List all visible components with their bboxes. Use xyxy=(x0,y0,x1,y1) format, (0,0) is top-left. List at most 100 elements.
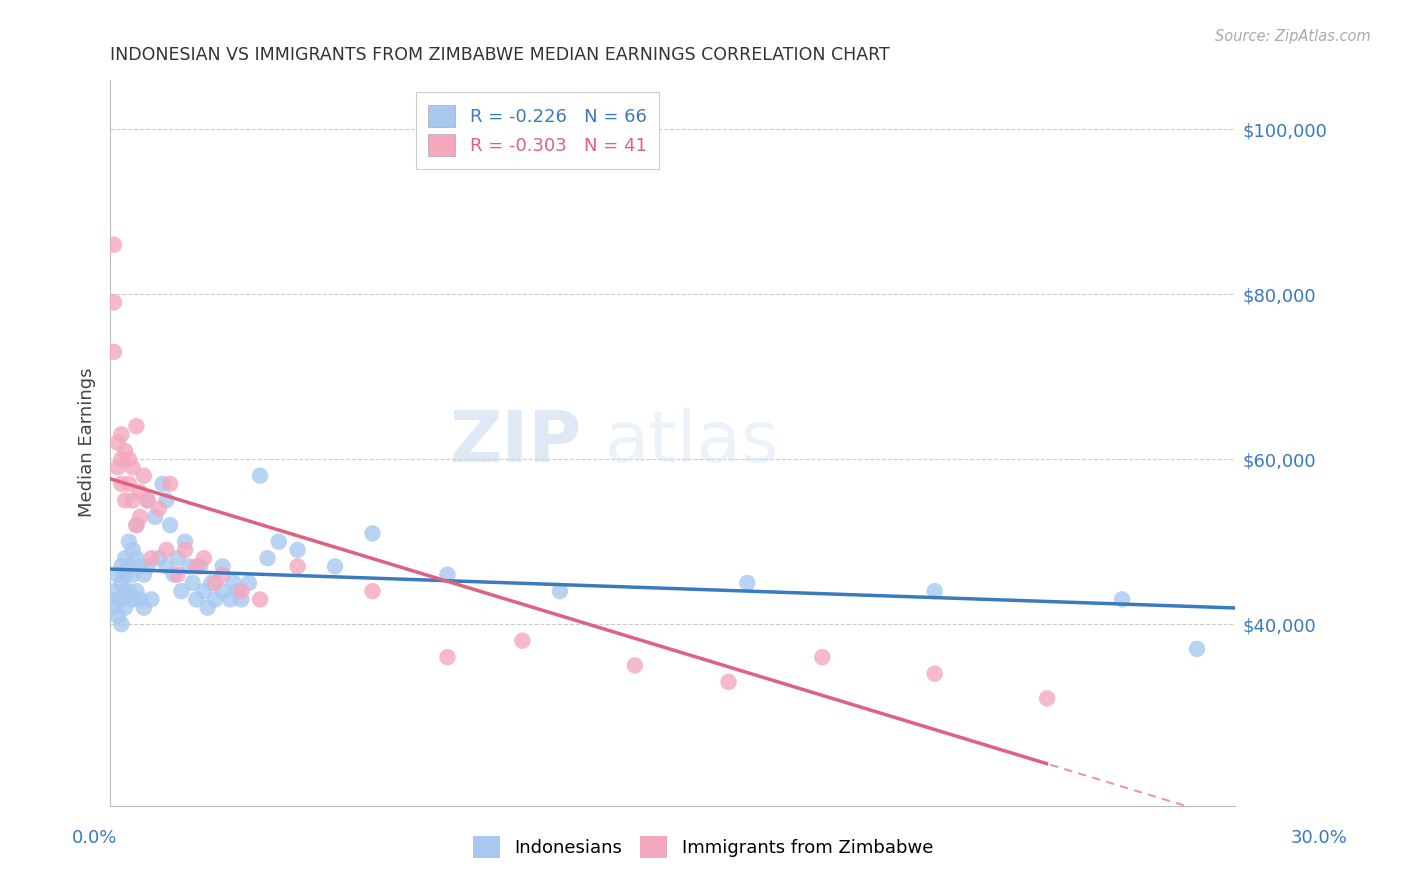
Point xyxy=(114,600,136,615)
Point xyxy=(125,518,148,533)
Point xyxy=(287,542,309,557)
Point xyxy=(159,518,181,533)
Point xyxy=(624,658,647,673)
Point xyxy=(155,542,177,557)
Point xyxy=(103,237,125,252)
Point xyxy=(118,584,141,599)
Point xyxy=(204,575,226,590)
Point xyxy=(737,575,759,590)
Point xyxy=(125,518,148,533)
Point xyxy=(141,551,163,566)
Point xyxy=(256,551,278,566)
Point xyxy=(110,617,132,632)
Point xyxy=(170,584,193,599)
Point xyxy=(287,559,309,574)
Legend: R = -0.226   N = 66, R = -0.303   N = 41: R = -0.226 N = 66, R = -0.303 N = 41 xyxy=(416,93,659,169)
Point xyxy=(1036,691,1059,706)
Point xyxy=(148,501,170,516)
Point xyxy=(924,584,946,599)
Point xyxy=(323,559,346,574)
Point xyxy=(107,608,129,623)
Point xyxy=(188,559,211,574)
Point xyxy=(238,575,260,590)
Point xyxy=(129,592,152,607)
Point xyxy=(110,575,132,590)
Point xyxy=(361,584,384,599)
Point xyxy=(114,551,136,566)
Point xyxy=(226,584,249,599)
Point xyxy=(267,534,290,549)
Point xyxy=(129,559,152,574)
Point xyxy=(155,493,177,508)
Point xyxy=(1185,641,1208,656)
Point xyxy=(125,551,148,566)
Point xyxy=(103,295,125,310)
Point xyxy=(193,584,215,599)
Point xyxy=(181,575,204,590)
Point xyxy=(132,600,155,615)
Point xyxy=(155,559,177,574)
Point xyxy=(118,559,141,574)
Point xyxy=(186,559,208,574)
Point xyxy=(166,567,188,582)
Point xyxy=(174,534,197,549)
Point xyxy=(924,666,946,681)
Point xyxy=(200,575,222,590)
Point xyxy=(811,650,834,665)
Point xyxy=(121,542,143,557)
Point xyxy=(219,592,242,607)
Point xyxy=(118,452,141,467)
Point xyxy=(110,427,132,442)
Point xyxy=(107,592,129,607)
Point xyxy=(110,559,132,574)
Point xyxy=(136,493,159,508)
Legend: Indonesians, Immigrants from Zimbabwe: Indonesians, Immigrants from Zimbabwe xyxy=(464,827,942,867)
Point xyxy=(103,345,125,359)
Point xyxy=(231,592,253,607)
Text: atlas: atlas xyxy=(605,409,779,477)
Point xyxy=(166,551,188,566)
Point xyxy=(186,592,208,607)
Point xyxy=(107,435,129,450)
Point xyxy=(197,600,219,615)
Point xyxy=(222,575,245,590)
Point xyxy=(436,567,458,582)
Point xyxy=(249,592,271,607)
Point xyxy=(114,493,136,508)
Point xyxy=(114,443,136,458)
Point xyxy=(121,493,143,508)
Point xyxy=(110,592,132,607)
Point xyxy=(152,476,174,491)
Point xyxy=(121,567,143,582)
Point xyxy=(231,584,253,599)
Point xyxy=(118,476,141,491)
Point xyxy=(110,452,132,467)
Point xyxy=(136,559,159,574)
Point xyxy=(512,633,534,648)
Point xyxy=(211,567,233,582)
Point xyxy=(249,468,271,483)
Point xyxy=(107,460,129,475)
Text: 0.0%: 0.0% xyxy=(72,829,117,847)
Point xyxy=(159,476,181,491)
Text: 30.0%: 30.0% xyxy=(1291,829,1347,847)
Point xyxy=(143,509,166,524)
Point xyxy=(361,526,384,541)
Point xyxy=(141,592,163,607)
Point xyxy=(548,584,571,599)
Point xyxy=(129,485,152,500)
Point xyxy=(136,493,159,508)
Point xyxy=(204,592,226,607)
Point xyxy=(114,567,136,582)
Point xyxy=(193,551,215,566)
Point xyxy=(148,551,170,566)
Point xyxy=(436,650,458,665)
Point xyxy=(174,542,197,557)
Point xyxy=(125,419,148,434)
Point xyxy=(121,592,143,607)
Point xyxy=(211,584,233,599)
Point xyxy=(1111,592,1133,607)
Point xyxy=(107,567,129,582)
Point xyxy=(129,509,152,524)
Point xyxy=(103,584,125,599)
